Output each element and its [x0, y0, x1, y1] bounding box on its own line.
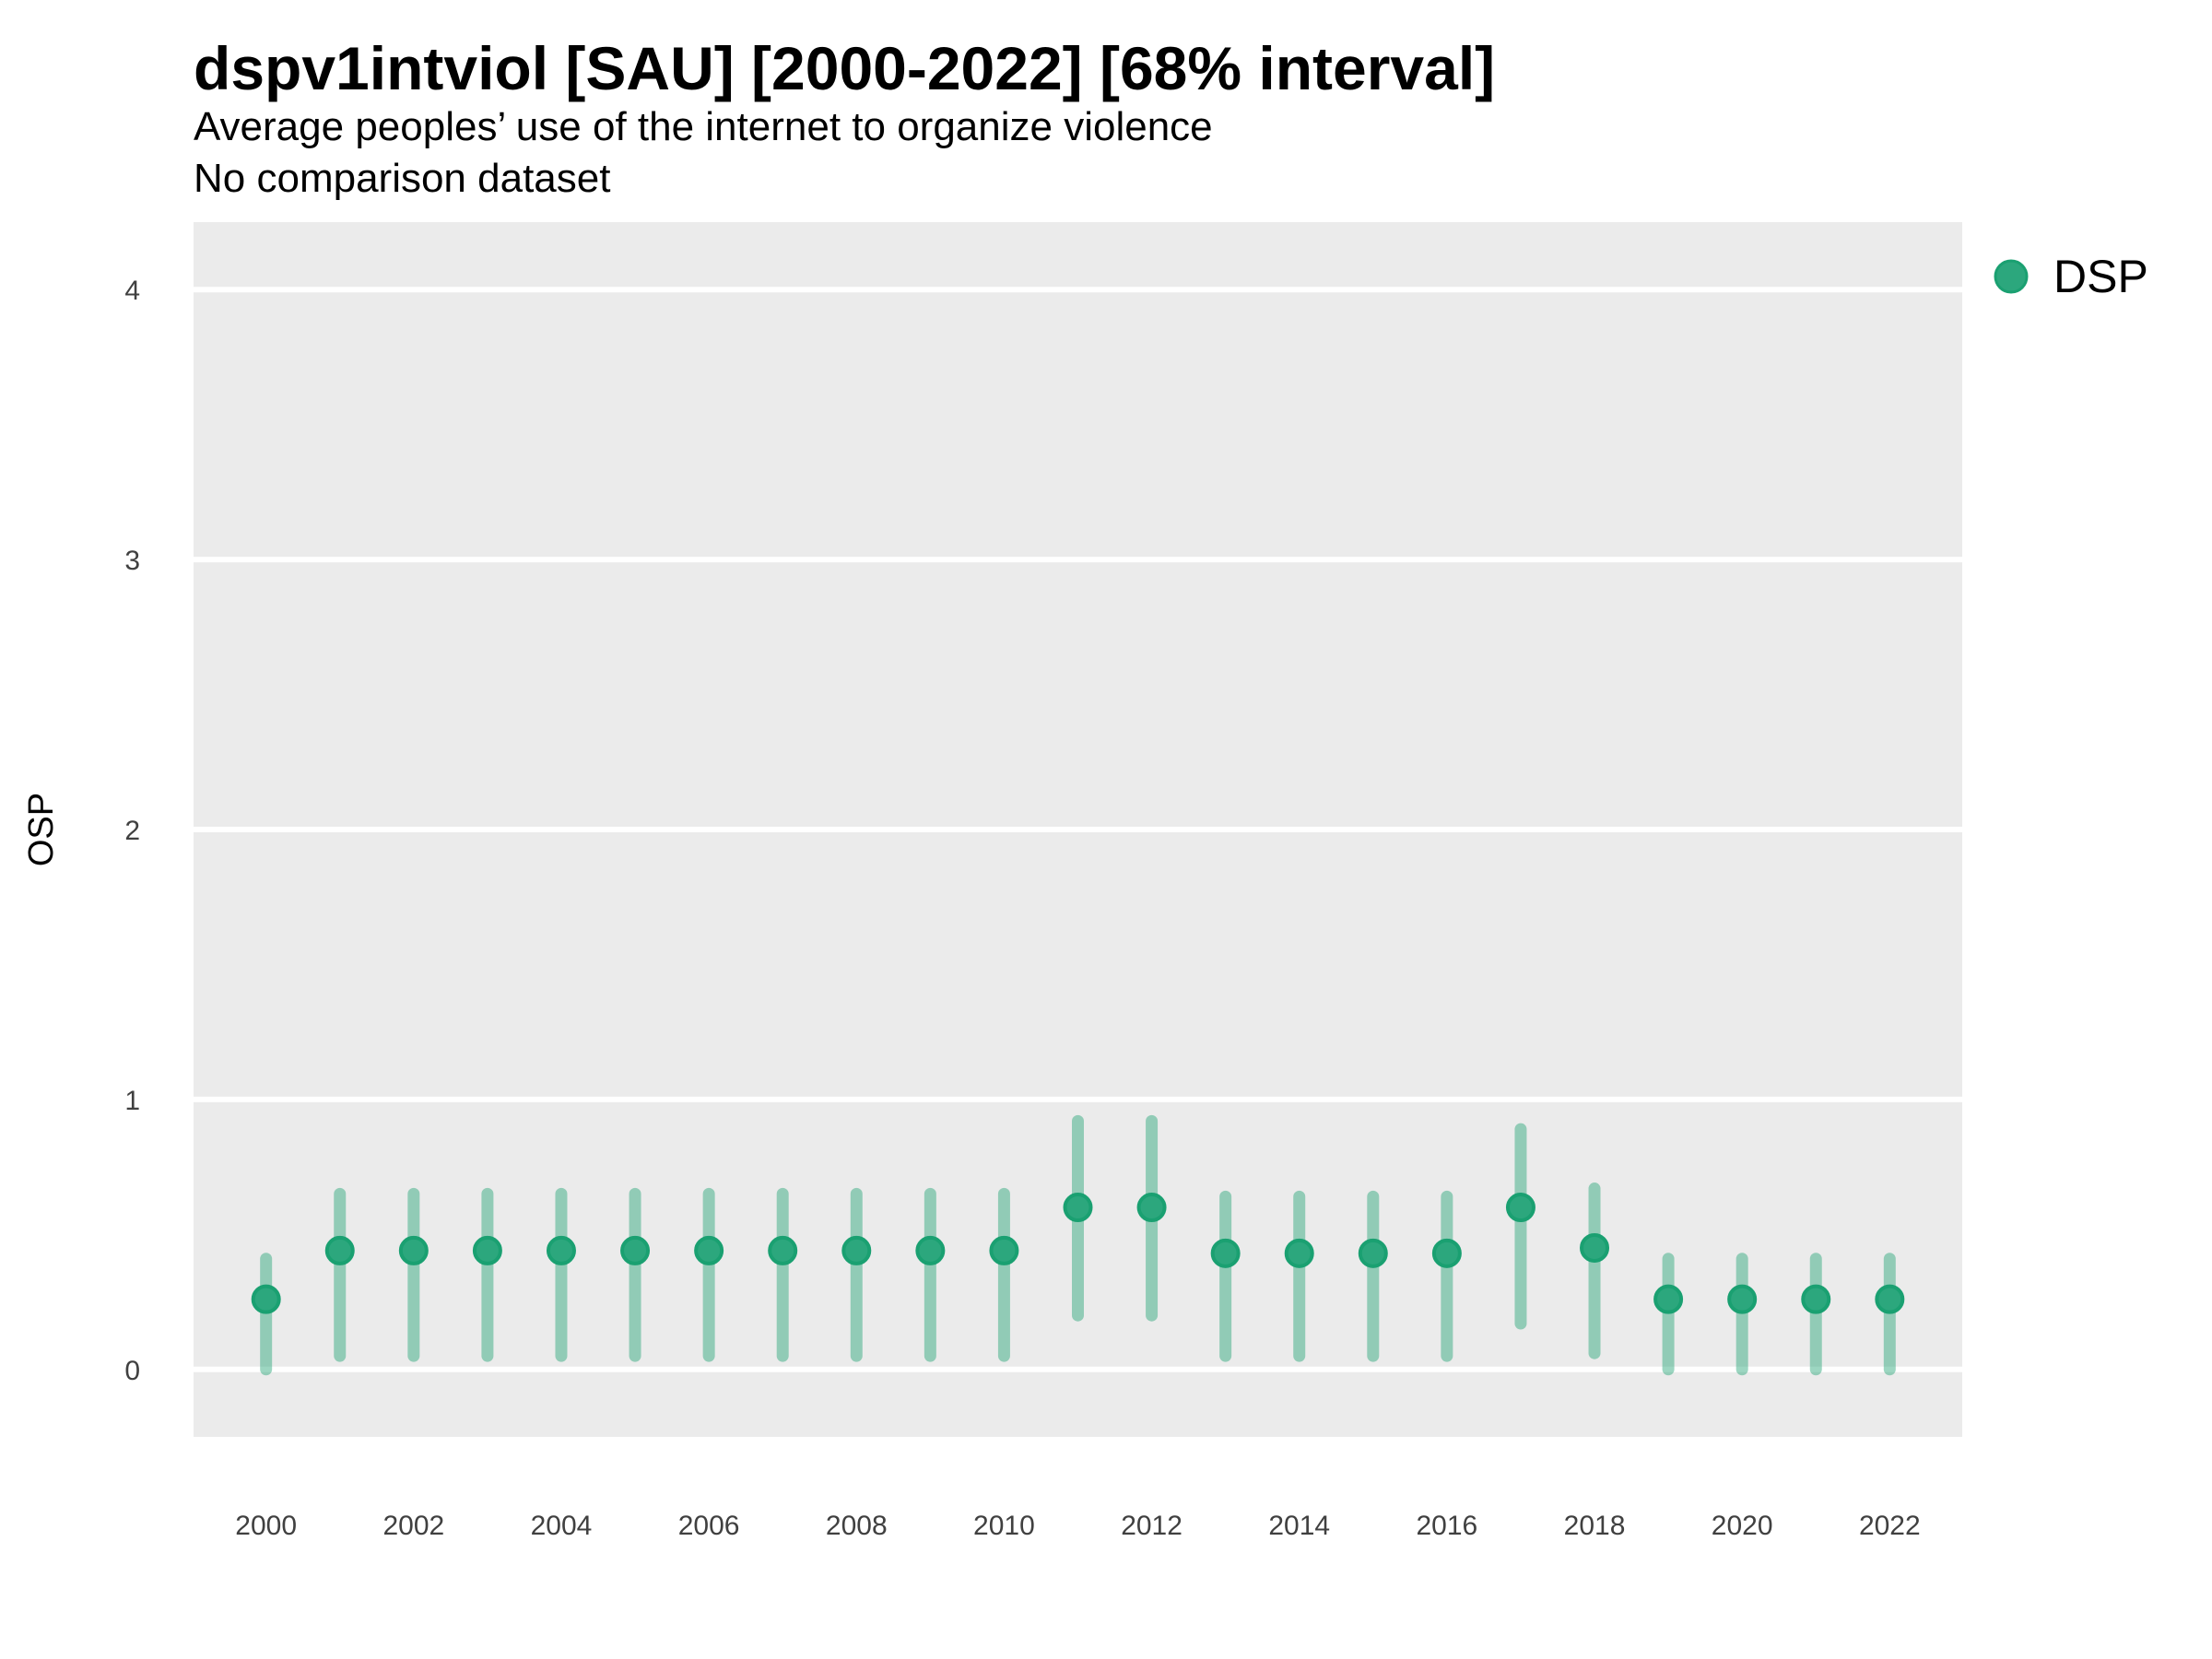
data-point-2010	[989, 1235, 1019, 1265]
y-tick-label-2: 2	[124, 816, 140, 846]
data-point-2004	[546, 1235, 576, 1265]
data-point-2022	[1875, 1284, 1905, 1314]
data-point-2007	[768, 1235, 798, 1265]
x-tick-label-2022: 2022	[1859, 1511, 1921, 1541]
x-tick-label-2008: 2008	[826, 1511, 888, 1541]
data-point-2011	[1063, 1193, 1093, 1223]
x-tick-label-2012: 2012	[1121, 1511, 1182, 1541]
chart-title: dspv1intviol [SAU] [2000-2022] [68% inte…	[194, 34, 1495, 102]
y-tick-label-3: 3	[124, 546, 140, 576]
data-point-2020	[1727, 1284, 1758, 1314]
data-point-2000	[251, 1284, 281, 1314]
y-tick-label-0: 0	[124, 1356, 140, 1386]
x-tick-label-2000: 2000	[235, 1511, 297, 1541]
x-tick-label-2006: 2006	[678, 1511, 740, 1541]
data-point-2002	[398, 1235, 429, 1265]
data-point-2001	[324, 1235, 355, 1265]
data-point-2019	[1653, 1284, 1684, 1314]
x-tick-label-2016: 2016	[1416, 1511, 1477, 1541]
data-point-2014	[1284, 1238, 1314, 1268]
y-tick-label-1: 1	[124, 1086, 140, 1116]
data-point-2003	[472, 1235, 502, 1265]
x-tick-label-2002: 2002	[382, 1511, 444, 1541]
y-axis-title: OSP	[22, 793, 61, 866]
data-point-2016	[1431, 1238, 1462, 1268]
data-point-2021	[1801, 1284, 1831, 1314]
x-tick-label-2014: 2014	[1268, 1511, 1330, 1541]
data-point-2009	[915, 1235, 946, 1265]
x-tick-label-2010: 2010	[973, 1511, 1035, 1541]
y-tick-label-4: 4	[124, 276, 140, 306]
x-tick-label-2004: 2004	[531, 1511, 593, 1541]
data-point-2015	[1358, 1238, 1388, 1268]
data-point-2018	[1580, 1232, 1610, 1263]
data-point-2008	[841, 1235, 872, 1265]
x-tick-label-2020: 2020	[1712, 1511, 1773, 1541]
legend: DSP	[1994, 251, 2148, 302]
legend-label: DSP	[2053, 251, 2148, 302]
data-point-2013	[1210, 1238, 1241, 1268]
data-point-2017	[1505, 1193, 1535, 1223]
x-tick-label-2018: 2018	[1564, 1511, 1626, 1541]
data-point-2012	[1136, 1193, 1167, 1223]
comparison-note: No comparison dataset	[194, 156, 610, 201]
plot-panel: 0 1 2 3 4 2000 2002 2004 2006 2008 2010 2012 2014 201…	[124, 222, 1962, 1541]
legend-point-icon	[1994, 259, 2029, 294]
chart-subtitle: Average peoples’ use of the internet to …	[194, 104, 1213, 149]
data-point-2005	[620, 1235, 651, 1265]
data-point-2006	[694, 1235, 724, 1265]
